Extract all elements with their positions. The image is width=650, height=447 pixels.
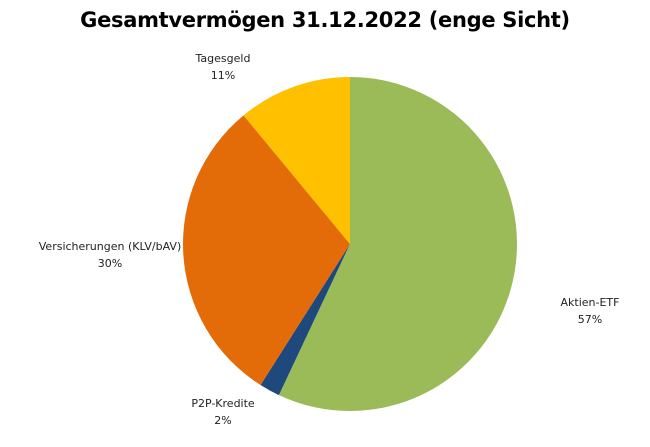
chart-title: Gesamtvermögen 31.12.2022 (enge Sicht) [80,8,570,32]
data-label-percent: 2% [214,414,231,427]
data-label-name: Versicherungen (KLV/bAV) [39,240,182,253]
data-label-name: P2P-Kredite [191,397,255,410]
data-label-name: Aktien-ETF [561,296,620,309]
data-label-percent: 30% [98,257,122,270]
data-label-percent: 11% [211,69,235,82]
data-label-name: Tagesgeld [195,52,251,65]
pie-slice-versicherungen-klv-bav [183,115,350,386]
pie-slice-tagesgeld [243,77,350,244]
pie-slice-aktien-etf [278,77,517,411]
data-label-percent: 57% [578,313,602,326]
pie-slice-p2p-kredite [260,244,350,396]
